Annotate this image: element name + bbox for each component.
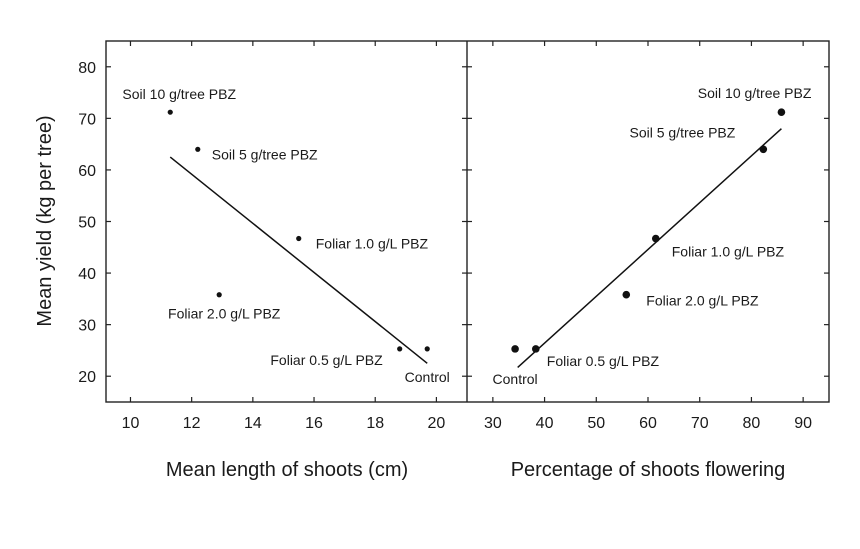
data-point: [622, 290, 631, 299]
data-point: [296, 235, 302, 242]
y-tick-label: 50: [78, 215, 96, 232]
data-point: [167, 109, 173, 115]
data-point: [759, 145, 768, 154]
x-tick-label: 14: [244, 415, 262, 432]
x-tick-label: 10: [122, 415, 140, 432]
regression-line: [517, 128, 782, 369]
point-label: Foliar 0.5 g/L PBZ: [547, 353, 660, 369]
left-panel: 10 12 14 16 18 20 Soil 10 g/tree PBZ Soil 5 g/t…: [122, 41, 450, 432]
x-tick-label: 70: [691, 415, 709, 432]
point-label: Soil 10 g/tree PBZ: [698, 85, 812, 101]
x-tick-label: 16: [305, 415, 323, 432]
point-label: Soil 5 g/tree PBZ: [629, 124, 735, 140]
left-x-axis-title: Mean length of shoots (cm): [166, 459, 408, 481]
point-label: Foliar 1.0 g/L PBZ: [316, 236, 429, 252]
x-tick-label: 18: [366, 415, 384, 432]
y-tick-label: 70: [78, 111, 96, 128]
x-tick-label: 50: [587, 415, 605, 432]
point-label: Foliar 1.0 g/L PBZ: [672, 244, 785, 260]
data-point: [511, 345, 519, 353]
point-label: Soil 10 g/tree PBZ: [122, 86, 236, 102]
x-tick-label: 30: [484, 415, 502, 432]
x-tick-label: 60: [639, 415, 657, 432]
data-point: [777, 108, 786, 116]
y-tick-label: 40: [78, 266, 96, 283]
data-point: [195, 146, 201, 152]
y-tick-label: 60: [78, 163, 96, 180]
data-point: [531, 345, 540, 353]
data-point: [651, 234, 660, 243]
data-point: [397, 346, 403, 352]
x-tick-label: 12: [183, 415, 201, 432]
right-x-axis-title: Percentage of shoots flowering: [511, 459, 786, 481]
x-tick-label: 90: [794, 415, 812, 432]
y-axis-title: Mean yield (kg per tree): [34, 115, 56, 326]
x-tick-label: 80: [743, 415, 761, 432]
point-label: Soil 5 g/tree PBZ: [212, 146, 318, 162]
data-point: [216, 292, 222, 298]
point-label: Foliar 0.5 g/L PBZ: [270, 352, 383, 368]
y-axis: 20 30 40 50 60 70 80: [78, 60, 829, 386]
y-tick-label: 30: [78, 318, 96, 335]
y-tick-label: 20: [78, 369, 96, 386]
regression-line: [169, 156, 428, 364]
y-tick-label: 80: [78, 60, 96, 77]
point-label: Foliar 2.0 g/L PBZ: [168, 306, 281, 322]
x-tick-label: 40: [536, 415, 554, 432]
x-tick-label: 20: [428, 415, 446, 432]
right-panel: 30 40 50 60 70 80 90 Soil 10 g/tree PBZ Soil 5 g…: [484, 41, 812, 432]
data-point: [424, 346, 430, 352]
point-label: Control: [493, 371, 538, 387]
point-label: Control: [405, 369, 450, 385]
point-label: Foliar 2.0 g/L PBZ: [646, 293, 759, 309]
